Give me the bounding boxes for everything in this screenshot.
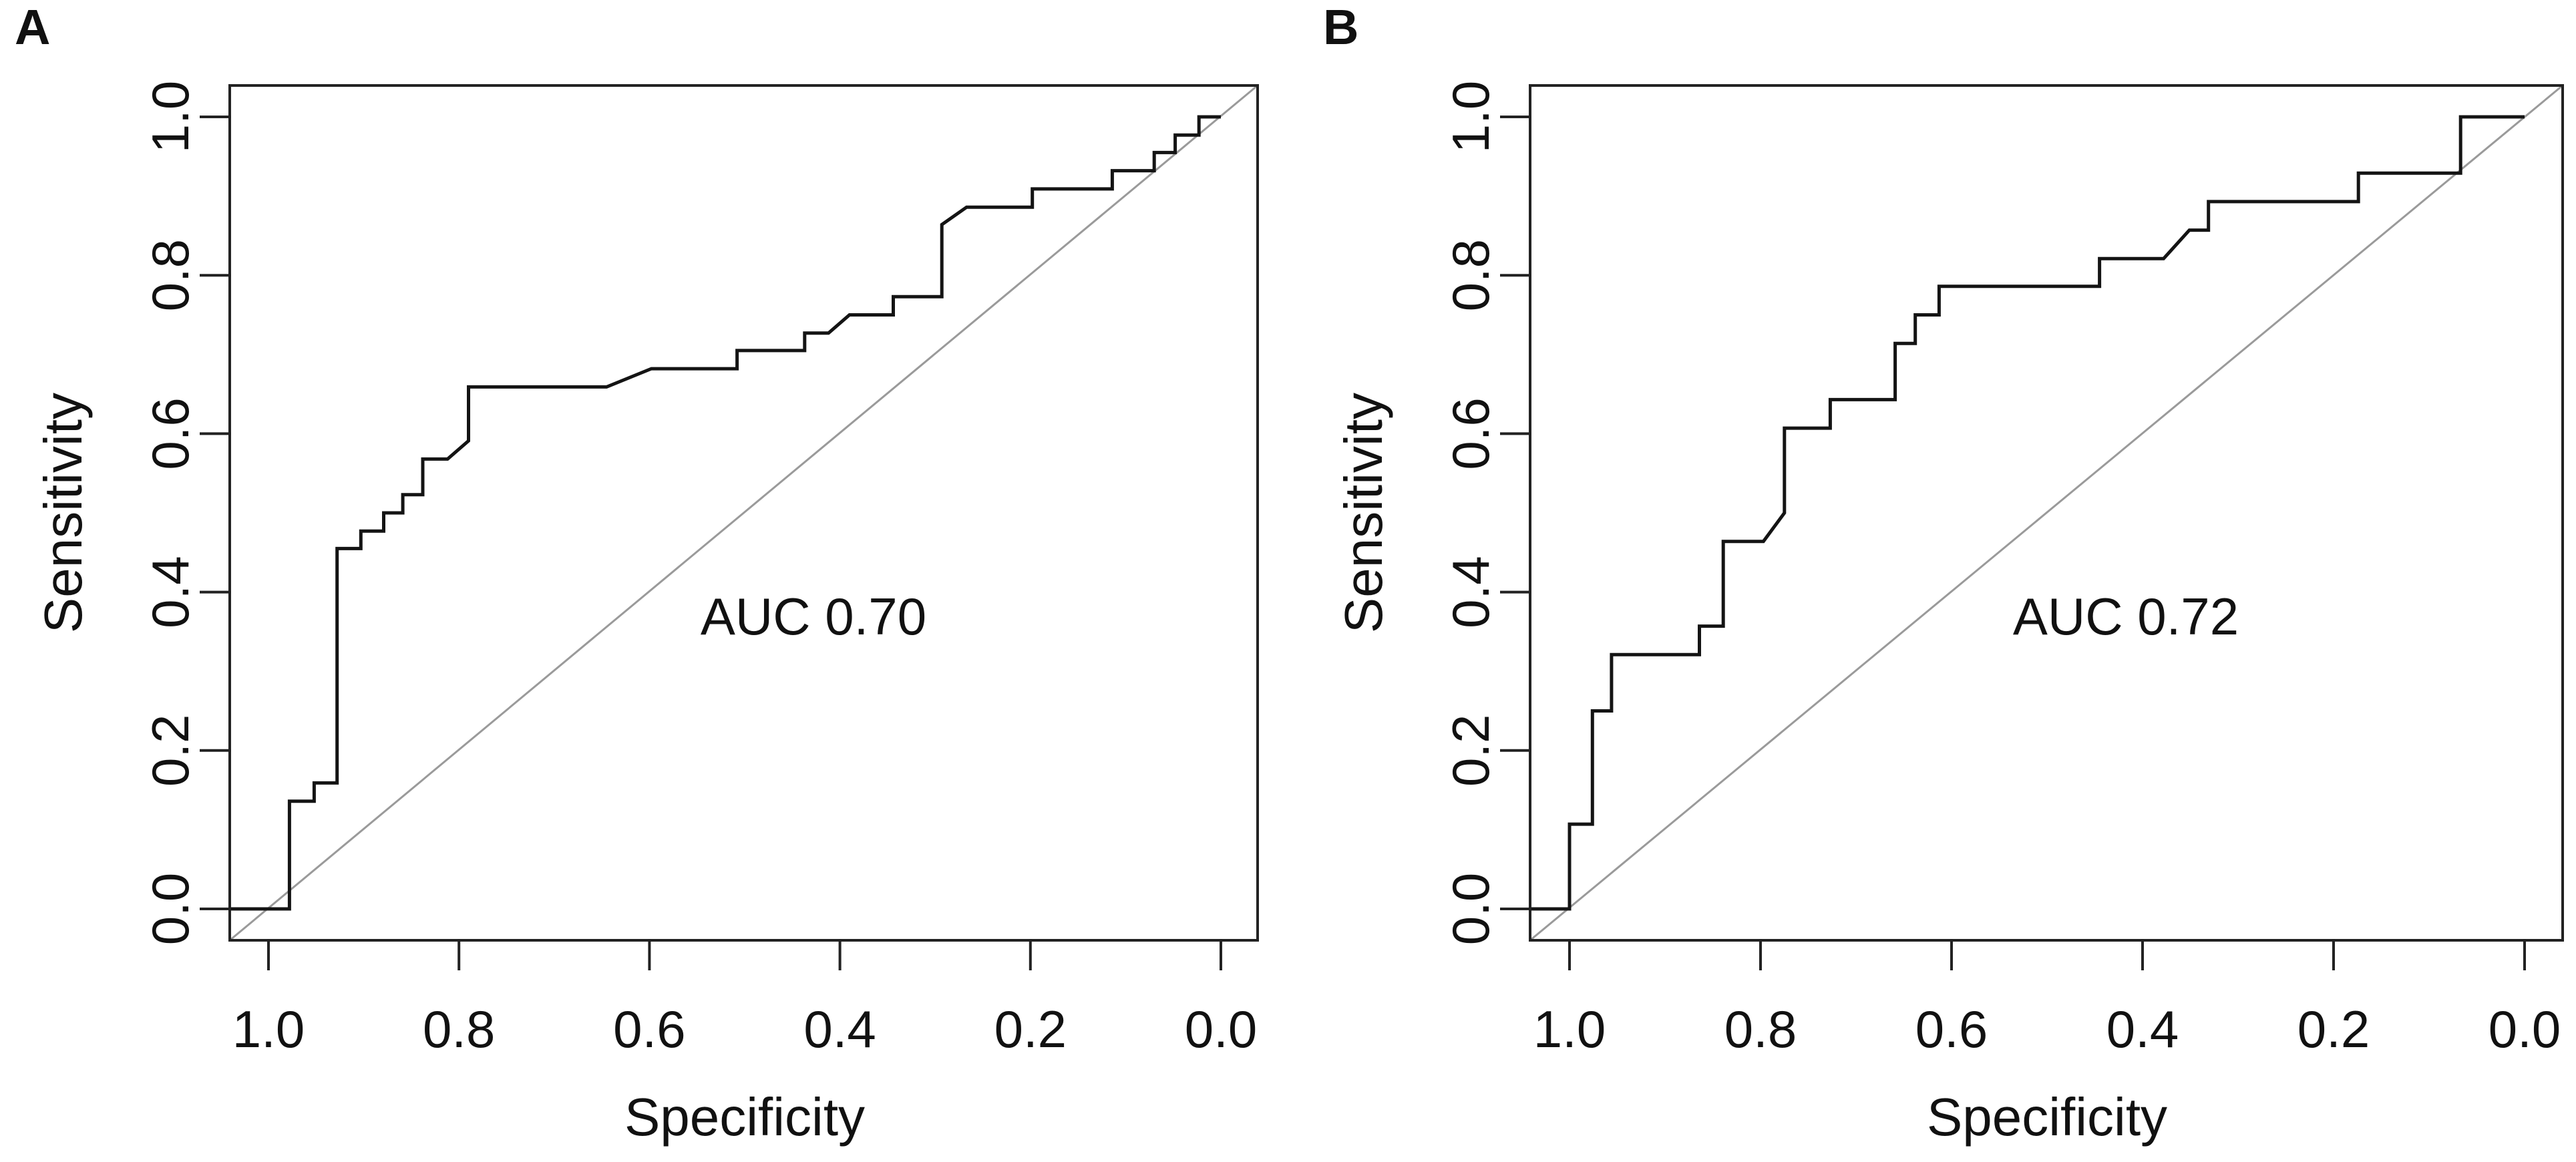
x-tick-label: 0.6 bbox=[613, 1000, 685, 1058]
y-tick-label: 0.2 bbox=[141, 715, 200, 787]
x-tick-label: 0.6 bbox=[1915, 1000, 1988, 1058]
x-axis-title-b: Specificity bbox=[1927, 1087, 2167, 1147]
y-tick-label: 0.0 bbox=[141, 873, 200, 945]
roc-curve bbox=[1530, 115, 2525, 911]
x-tick-label: 0.4 bbox=[803, 1000, 876, 1058]
x-tick-label: 1.0 bbox=[1533, 1000, 1606, 1058]
y-axis-title-b: Sensitivity bbox=[1334, 393, 1393, 633]
plot-box bbox=[1529, 84, 2564, 942]
plot-box bbox=[228, 84, 1259, 942]
auc-annotation-b: AUC 0.72 bbox=[2013, 587, 2239, 646]
y-tick-label: 0.0 bbox=[1441, 873, 1500, 945]
panel-a-label: A bbox=[15, 0, 50, 55]
y-tick-label: 0.4 bbox=[1441, 556, 1500, 628]
y-tick-label: 0.4 bbox=[141, 556, 200, 628]
chance-diagonal bbox=[229, 84, 1258, 942]
x-tick-label: 0.8 bbox=[1724, 1000, 1797, 1058]
auc-annotation-a: AUC 0.70 bbox=[701, 587, 926, 646]
x-tick-label: 0.8 bbox=[423, 1000, 495, 1058]
x-tick-label: 0.2 bbox=[994, 1000, 1067, 1058]
panel-b-label: B bbox=[1323, 0, 1358, 55]
y-tick-label: 0.6 bbox=[1441, 397, 1500, 469]
x-tick-label: 0.0 bbox=[1185, 1000, 1257, 1058]
x-tick-label: 0.4 bbox=[2106, 1000, 2179, 1058]
roc-curve bbox=[230, 115, 1221, 911]
x-axis-title-a: Specificity bbox=[624, 1087, 865, 1147]
panel-b-plot-area: 1.0 0.8 0.6 0.4 0.2 0.0 0.0 0.2 0.4 0.6 0.8 1.0 bbox=[1441, 81, 2564, 1058]
panel-b: B 1.0 0.8 0.6 0.4 0.2 0.0 0.0 0.2 0.4 0.6 0.8 1.0 S… bbox=[1323, 0, 2564, 1147]
panel-a: A 1.0 0.8 0.6 0.4 0.2 0.0 0.0 0.2 0.4 0.6 0.8 1.0 S… bbox=[15, 0, 1259, 1147]
y-tick-label: 0.8 bbox=[141, 239, 200, 311]
x-tick-label: 0.2 bbox=[2297, 1000, 2370, 1058]
y-tick-label: 0.2 bbox=[1441, 715, 1500, 787]
y-tick-label: 0.8 bbox=[1441, 239, 1500, 311]
panel-a-plot-area: 1.0 0.8 0.6 0.4 0.2 0.0 0.0 0.2 0.4 0.6 0.8 1.0 bbox=[141, 81, 1259, 1058]
y-tick-label: 0.6 bbox=[141, 397, 200, 469]
x-tick-label: 0.0 bbox=[2489, 1000, 2561, 1058]
y-tick-label: 1.0 bbox=[141, 81, 200, 153]
x-tick-label: 1.0 bbox=[232, 1000, 305, 1058]
chance-diagonal bbox=[1529, 84, 2563, 942]
y-tick-label: 1.0 bbox=[1441, 81, 1500, 153]
y-axis-title-a: Sensitivity bbox=[33, 393, 93, 633]
